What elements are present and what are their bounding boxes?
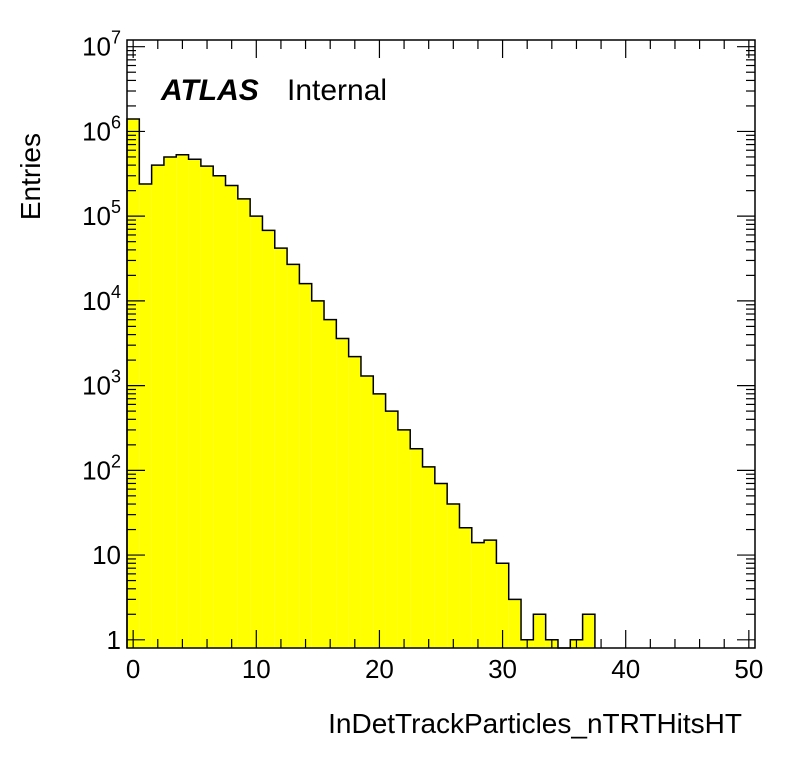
y-tick-label: 102	[82, 451, 121, 485]
histogram-bar	[299, 283, 312, 648]
histogram-bar	[250, 216, 263, 648]
y-axis-title: Entries	[15, 133, 46, 220]
histogram-bar	[237, 198, 251, 649]
histogram-bar	[397, 429, 411, 648]
y-tick-label: 104	[82, 282, 121, 316]
histogram-bar	[176, 154, 189, 649]
x-tick-label: 10	[242, 654, 271, 684]
histogram-bar	[163, 156, 177, 648]
histogram-bar	[188, 159, 201, 648]
y-tick-label: 106	[82, 112, 121, 146]
histogram-bar	[139, 183, 152, 648]
x-tick-label: 40	[611, 654, 640, 684]
histogram-bar	[311, 300, 325, 648]
histogram-bar	[459, 527, 472, 648]
histogram-bar	[471, 542, 485, 648]
histogram-bar	[336, 338, 349, 648]
histogram-bar	[213, 175, 226, 649]
histogram-bar	[324, 319, 337, 648]
histogram-bar	[582, 614, 595, 648]
histogram-bar	[410, 448, 423, 648]
x-tick-labels: 0 10 20 30 40 50	[126, 654, 763, 684]
y-tick-label: 107	[82, 28, 121, 62]
histogram-outline	[126, 118, 596, 649]
histogram-bar	[508, 599, 522, 648]
histogram-bar	[200, 166, 214, 649]
histogram-bar	[348, 356, 361, 648]
histogram-bar	[422, 466, 435, 648]
y-tick-label: 1	[107, 625, 121, 655]
atlas-status-label: Internal	[287, 74, 387, 107]
x-tick-label: 0	[126, 654, 140, 684]
histogram-bar	[533, 614, 546, 648]
histogram-bar	[360, 375, 374, 648]
y-tick-label: 10	[92, 540, 121, 570]
histogram-bar	[385, 411, 398, 648]
axis-ticks	[127, 40, 755, 648]
x-tick-label: 50	[734, 654, 763, 684]
histogram-bar	[151, 165, 164, 648]
x-axis-title: InDetTrackParticles_nTRTHitsHT	[328, 708, 742, 739]
histogram-bar	[127, 119, 140, 649]
histogram-bar	[225, 185, 238, 648]
histogram-bar	[274, 248, 288, 648]
atlas-label: ATLAS	[160, 74, 259, 107]
histogram-bar	[484, 540, 497, 648]
y-tick-label: 103	[82, 367, 121, 401]
x-tick-label: 20	[365, 654, 394, 684]
histogram-bar	[373, 393, 386, 648]
histogram-bars	[127, 119, 595, 649]
histogram-bar	[447, 504, 460, 648]
plot-frame	[126, 39, 756, 649]
histogram-bar	[496, 563, 509, 648]
y-tick-labels: 1 10 102 103 104 105 106 107	[82, 28, 121, 655]
y-tick-label: 105	[82, 197, 121, 231]
x-tick-label: 30	[488, 654, 517, 684]
histogram-bar	[262, 230, 275, 649]
histogram-bar	[434, 483, 448, 648]
histogram-bar	[287, 264, 300, 648]
